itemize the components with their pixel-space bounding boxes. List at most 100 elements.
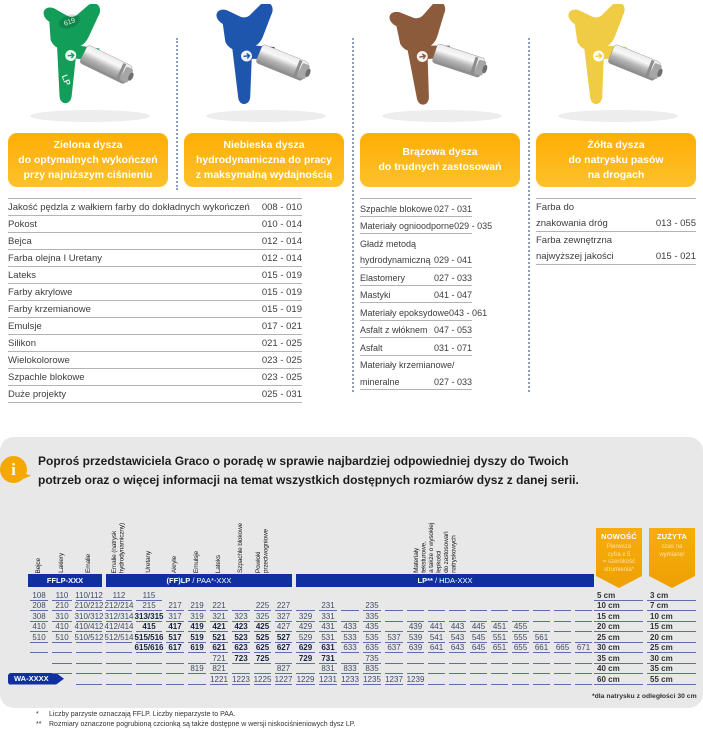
application-size-range: 010 - 014 xyxy=(261,219,302,230)
column-header: Uretany xyxy=(145,551,153,573)
size-cell xyxy=(554,622,571,632)
application-label: Bejca xyxy=(8,236,32,247)
size-cell: 417 xyxy=(166,622,184,632)
size-cell: 561 xyxy=(533,632,550,643)
size-cell xyxy=(296,664,315,674)
application-size-range: 015 - 019 xyxy=(261,270,302,281)
size-cell xyxy=(533,601,550,611)
ribbon-worn-title: ZUŻYTA xyxy=(656,532,688,541)
size-cell: 331 xyxy=(319,611,337,622)
ribbon-worn: ZUŻYTA czas na wymianę! xyxy=(649,528,695,588)
application-label: Emulsje xyxy=(8,321,42,332)
size-cell: 308 xyxy=(30,611,48,622)
application-size-range: 029 - 041 xyxy=(433,255,472,265)
application-label: Gładź metodą xyxy=(360,238,417,249)
fan-width-value: 35 cm xyxy=(647,664,696,674)
size-cell: 633 xyxy=(341,643,359,653)
size-cell: 1237 xyxy=(385,674,403,685)
tip-section-brown: Brązowa dysza do trudnych zastosowań xyxy=(360,1,520,187)
tip-size-table: WA-XXXX Bejce Lakiery Emalie Emalie (natrys… xyxy=(8,508,594,685)
column-header: Powłoki przeciwogniowe xyxy=(254,528,270,573)
tip-label-blue: Niebieska dysza hydrodynamiczna do pracy… xyxy=(184,133,344,187)
application-size-range: 027 - 031 xyxy=(433,203,472,214)
size-cell xyxy=(512,611,529,622)
application-size-range: 021 - 025 xyxy=(261,338,302,349)
application-entry: Wielokolorowe 023 - 025 xyxy=(8,352,302,369)
size-cell: 429 xyxy=(296,622,315,632)
application-label: Elastomery xyxy=(360,272,406,283)
size-cell: 110/112 xyxy=(75,590,103,601)
size-cell xyxy=(449,674,466,685)
size-cell: 651 xyxy=(491,643,508,653)
size-cell: 551 xyxy=(491,632,508,643)
size-cell xyxy=(575,664,592,674)
size-cell xyxy=(449,601,466,611)
size-cell xyxy=(470,611,487,622)
footnote-2: ** Rozmiary oznaczone pogrubioną czcionk… xyxy=(36,721,355,728)
size-cell xyxy=(491,611,508,622)
application-size-range: 012 - 014 xyxy=(261,253,302,264)
application-label: hydrodynamiczną xyxy=(360,255,431,265)
size-cell xyxy=(385,664,403,674)
application-size-range: 027 - 033 xyxy=(433,272,472,283)
size-cell xyxy=(188,653,206,664)
application-entry: Bejca 012 - 014 xyxy=(8,233,302,250)
application-size-range: 015 - 021 xyxy=(655,251,696,262)
size-cell: 631 xyxy=(319,643,337,653)
application-label: Wielokolorowe xyxy=(8,355,70,366)
application-entry: Lateks 015 - 019 xyxy=(8,267,302,284)
size-cell xyxy=(407,653,424,664)
fan-width-value: 40 cm xyxy=(594,664,643,674)
size-cell: 619 xyxy=(188,643,206,653)
size-cell xyxy=(341,653,359,664)
size-cell: 735 xyxy=(363,653,381,664)
tip-label-brown: Brązowa dysza do trudnych zastosowań xyxy=(360,133,520,187)
tip-label-yellow: Żółta dysza do natrysku pasów na drogach xyxy=(536,133,696,187)
size-cell: 643 xyxy=(449,643,466,653)
size-cell xyxy=(533,674,550,685)
size-cell xyxy=(136,653,162,664)
size-cell xyxy=(52,643,72,653)
size-cell xyxy=(428,601,445,611)
column-header: Emalie xyxy=(85,554,93,573)
size-cell: 421 xyxy=(210,622,228,632)
size-cell: 423 xyxy=(232,622,250,632)
dotted-separator xyxy=(352,38,354,392)
ribbon-new: NOWOŚĆ Pierwsza cyfra x 5 = szerokość st… xyxy=(596,528,642,588)
size-cell: 621 xyxy=(210,643,228,653)
size-cell: 635 xyxy=(363,643,381,653)
size-cell: 410/412 xyxy=(74,622,104,632)
application-entry: Szpachle blokowe 023 - 025 xyxy=(8,369,302,386)
application-size-range: 015 - 019 xyxy=(261,287,302,298)
spray-tip-image-yellow xyxy=(536,2,696,130)
size-cell: 210 xyxy=(52,601,72,611)
application-entry: Farba zewnętrzna najwyższej jakości 015 - … xyxy=(536,232,696,265)
series-band: (FF)LP / PAA*-XXX xyxy=(106,574,292,587)
tip-section-green: 619 LP Zielona dysza do optymalnych wyko… xyxy=(8,3,168,187)
application-size-range: 043 - 061 xyxy=(449,307,488,318)
size-cell xyxy=(341,611,359,622)
size-cell xyxy=(385,611,403,622)
application-size-range: 047 - 053 xyxy=(433,325,472,335)
fan-width-value: 30 cm xyxy=(594,643,643,653)
size-cell: 615/616 xyxy=(134,643,164,653)
size-cell xyxy=(407,611,424,622)
size-cell: 321 xyxy=(210,611,228,622)
size-cell: 510 xyxy=(30,632,48,643)
application-size-range: 012 - 014 xyxy=(261,236,302,247)
svg-text:LP: LP xyxy=(60,73,73,87)
application-label: mineralne xyxy=(360,376,400,387)
size-cell xyxy=(166,653,184,664)
size-cell xyxy=(30,643,48,653)
size-cell: 1229 xyxy=(296,674,315,685)
application-size-range: 023 - 025 xyxy=(261,372,302,383)
column-header: Szpachle blokowe xyxy=(237,523,245,573)
application-size-range: 017 - 021 xyxy=(261,321,302,332)
series-band: LP** / HDA-XXX xyxy=(296,574,594,587)
fan-width-worn-column: 3 cm 7 cm 10 cm 15 cm 20 cm 25 cm 30 cm 35 cm 55… xyxy=(647,590,696,685)
application-entry: Asfalt z włóknem 047 - 053 xyxy=(360,321,472,338)
application-label: znakowania dróg xyxy=(536,218,608,229)
size-cell xyxy=(106,653,132,664)
wa-series-label: WA-XXXX xyxy=(8,673,64,685)
application-label: Materiały krzemianowe/ xyxy=(360,360,455,370)
